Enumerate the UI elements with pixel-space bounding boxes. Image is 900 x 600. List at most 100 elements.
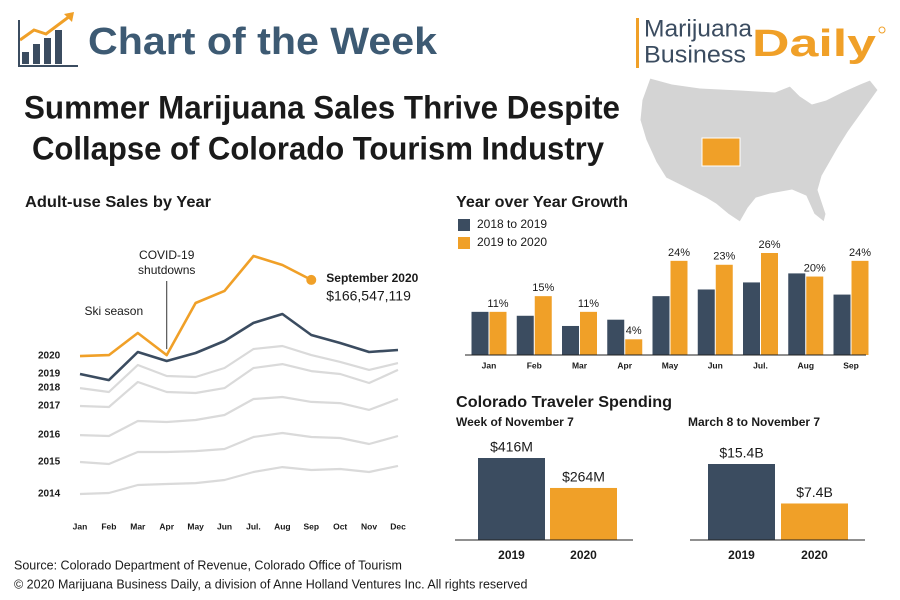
x-tick-label: Jan — [482, 360, 497, 370]
line-series — [79, 395, 399, 438]
x-tick-label: May — [187, 521, 204, 531]
legend-swatch — [458, 237, 470, 249]
header-title: Chart of the Week — [88, 21, 438, 63]
bar — [670, 260, 688, 355]
x-tick-label: Oct — [333, 521, 347, 531]
bar — [652, 296, 670, 355]
value-label: 24% — [668, 247, 690, 259]
legend-label: 2019 to 2020 — [477, 235, 547, 249]
logo-mark — [878, 26, 886, 34]
bar — [788, 273, 806, 355]
x-tick-label: Dec — [390, 521, 406, 531]
bar — [607, 319, 625, 355]
x-tick-label: May — [662, 360, 679, 370]
main-title: Collapse of Colorado Tourism Industry — [32, 130, 604, 166]
value-label: 11% — [487, 298, 508, 310]
logo-bar — [636, 18, 639, 68]
bar — [743, 282, 760, 355]
line-series — [79, 254, 312, 358]
bar — [781, 503, 848, 540]
legend-swatch — [458, 219, 470, 231]
value-label: $7.4B — [796, 484, 833, 500]
bar — [550, 487, 617, 540]
end-dot — [306, 274, 317, 285]
bar — [478, 458, 545, 540]
bar — [471, 311, 489, 355]
us-map — [639, 77, 879, 223]
value-label: 23% — [713, 251, 735, 263]
bar — [562, 325, 579, 355]
x-tick-label: Jun — [217, 521, 232, 531]
value-label: $15.4B — [719, 445, 763, 461]
main-title: Summer Marijuana Sales Thrive Despite — [24, 89, 620, 125]
x-tick-label: Feb — [101, 521, 116, 531]
x-tick-label: Aug — [797, 360, 814, 370]
section-title: Colorado Traveler Spending — [456, 394, 672, 411]
series-label: 2017 — [38, 401, 61, 412]
value-label: 11% — [578, 298, 599, 310]
series-label: 2018 — [38, 383, 61, 394]
copyright: © 2020 Marijuana Business Daily, a divis… — [14, 577, 527, 591]
x-tick-label: Jul. — [753, 360, 768, 370]
x-tick-label: Feb — [527, 360, 542, 370]
x-tick-label: Sep — [843, 360, 859, 370]
series-label: 2014 — [38, 489, 61, 500]
x-tick-label: Jan — [73, 521, 88, 531]
x-tick-label: Nov — [361, 521, 377, 531]
value-label: 15% — [532, 282, 554, 294]
annotation: Ski season — [84, 304, 143, 318]
bar — [625, 339, 643, 355]
bar — [761, 253, 778, 355]
value-label: 24% — [849, 247, 871, 259]
series-label: 2016 — [38, 430, 61, 441]
header-icon — [18, 12, 78, 67]
x-tick-label: Jun — [708, 360, 723, 370]
annotation: COVID-19 — [139, 248, 195, 262]
bar — [851, 260, 869, 355]
x-tick-label: 2019 — [498, 548, 525, 562]
legend-label: 2018 to 2019 — [477, 217, 547, 231]
bar — [708, 464, 775, 540]
series-label: 2019 — [38, 369, 61, 380]
chart-subtitle: March 8 to November 7 — [688, 415, 820, 429]
logo-word: Marijuana — [644, 15, 753, 42]
value-label: $264M — [562, 469, 605, 485]
source: Source: Colorado Department of Revenue, … — [14, 558, 402, 572]
annotation: September 2020 — [326, 271, 418, 285]
value-label: $416M — [490, 439, 533, 455]
chart-title: Year over Year Growth — [456, 194, 628, 211]
value-label: 20% — [804, 262, 826, 274]
x-tick-label: 2020 — [801, 548, 828, 562]
bar — [516, 315, 534, 355]
x-tick-label: Jul. — [246, 521, 261, 531]
series-label: 2015 — [38, 457, 61, 468]
bar — [489, 311, 507, 355]
value-label: 26% — [758, 239, 780, 251]
x-tick-label: Apr — [159, 521, 174, 531]
line-series — [79, 431, 399, 466]
bar — [534, 296, 552, 355]
bar — [806, 276, 824, 355]
x-tick-label: 2020 — [570, 548, 597, 562]
chart-title: Adult-use Sales by Year — [25, 194, 211, 211]
x-tick-label: Apr — [617, 360, 632, 370]
bar — [697, 289, 715, 355]
logo-word: Business — [644, 41, 746, 68]
chart-subtitle: Week of November 7 — [456, 415, 574, 429]
bar — [833, 294, 851, 355]
series-label: 2020 — [38, 351, 61, 362]
line-series — [79, 363, 399, 409]
logo-word: Daily — [752, 23, 876, 65]
x-tick-label: Mar — [130, 521, 146, 531]
annotation: shutdowns — [138, 263, 195, 277]
x-tick-label: 2019 — [728, 548, 755, 562]
bar — [580, 311, 597, 355]
x-tick-label: Mar — [572, 360, 588, 370]
line-series — [79, 344, 399, 394]
line-series — [79, 464, 399, 496]
bar — [715, 264, 733, 355]
value-label: $166,547,119 — [326, 288, 411, 304]
x-tick-label: Sep — [303, 521, 319, 531]
value-label: 4% — [626, 325, 642, 337]
